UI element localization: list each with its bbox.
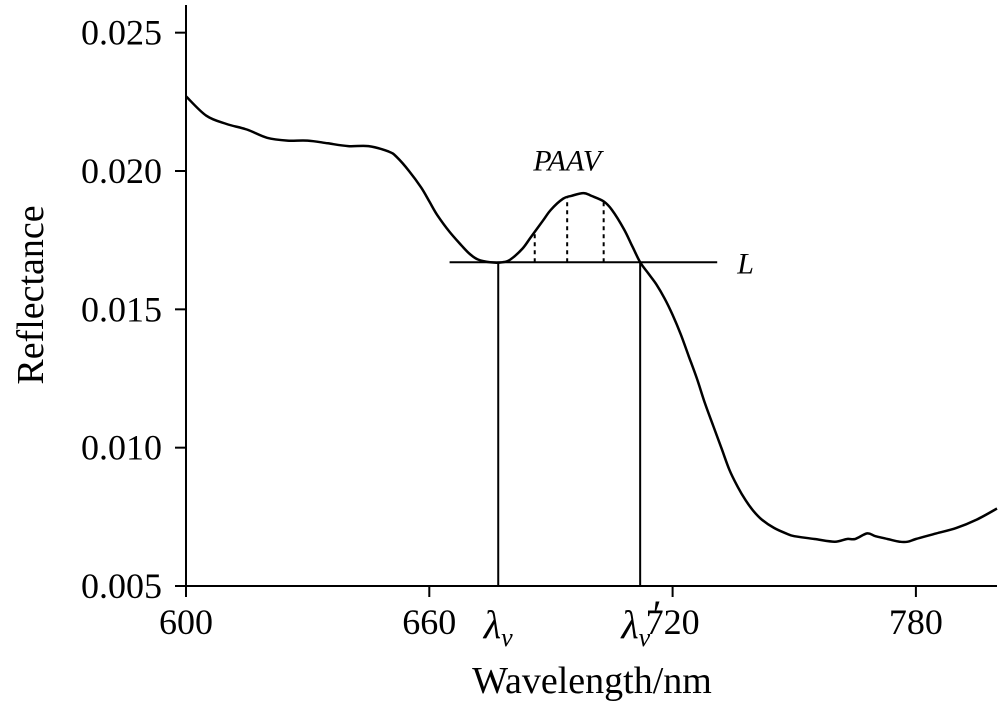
x-tick-label: 780 — [889, 602, 943, 642]
baseline-l-label: L — [736, 247, 754, 280]
x-tick-label: 600 — [159, 602, 213, 642]
y-axis-ticks: 0.005 0.010 0.015 0.020 0.025 — [81, 13, 186, 606]
spectrum-curve-group — [185, 95, 998, 544]
x-axis-label: Wavelength/nm — [472, 660, 712, 702]
y-axis-label: Reflectance — [10, 205, 52, 384]
annotations: Lλv λv′ PAAV — [449, 144, 754, 652]
reflectance-curve — [185, 95, 998, 544]
x-tick-label: 720 — [646, 602, 700, 642]
y-tick-label: 0.010 — [81, 428, 162, 468]
y-tick-label: 0.015 — [81, 289, 162, 329]
y-tick-label: 0.025 — [81, 13, 162, 53]
x-tick-label: 660 — [402, 602, 456, 642]
paav-label: PAAV — [532, 144, 605, 177]
axes — [185, 5, 997, 587]
x-axis-ticks: 600 660 720 780 — [159, 586, 943, 642]
lambda-v-label: λv — [483, 602, 513, 652]
lambda-v-prime-label: λv′ — [620, 592, 660, 652]
y-tick-label: 0.005 — [81, 566, 162, 606]
y-tick-label: 0.020 — [81, 151, 162, 191]
